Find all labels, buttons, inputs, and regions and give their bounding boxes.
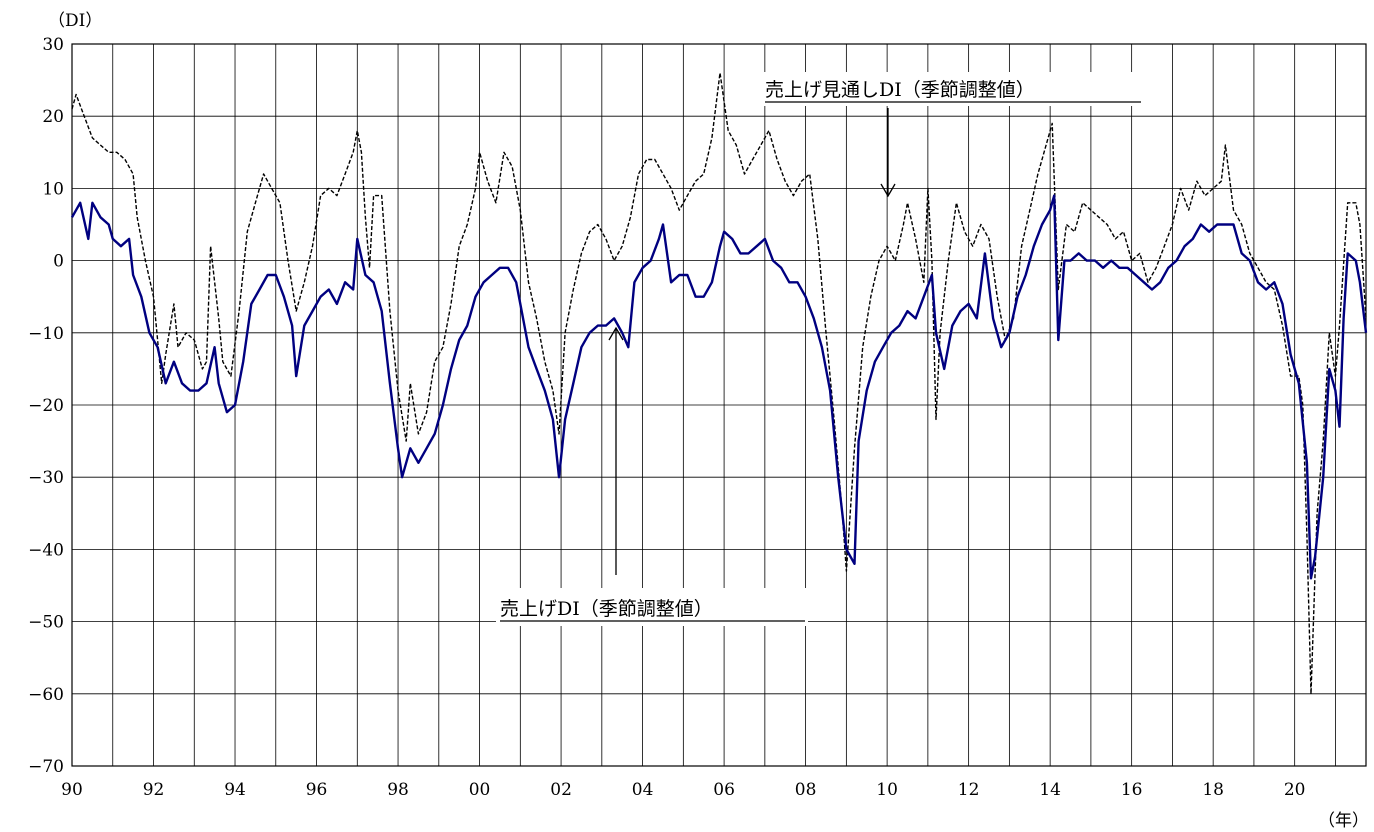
y-tick-label: 0 bbox=[53, 252, 64, 272]
x-axis-label: （年） bbox=[1318, 811, 1369, 831]
annotation-sales-di: 売上げDI（季節調整値） bbox=[500, 598, 713, 620]
x-tick-label: 92 bbox=[143, 780, 165, 800]
x-tick-label: 12 bbox=[958, 780, 980, 800]
y-tick-label: −20 bbox=[28, 396, 64, 416]
x-tick-label: 18 bbox=[1202, 780, 1224, 800]
x-tick-label: 14 bbox=[1039, 780, 1061, 800]
series-layer bbox=[70, 72, 1368, 695]
series-line-sales-di bbox=[70, 194, 1368, 580]
annotation-arrowhead bbox=[608, 326, 624, 341]
x-tick-label: 20 bbox=[1284, 780, 1306, 800]
x-tick-label: 00 bbox=[469, 780, 491, 800]
annotation-background bbox=[758, 72, 1144, 106]
y-tick-label: −10 bbox=[28, 324, 64, 344]
x-tick-label: 96 bbox=[306, 780, 328, 800]
y-tick-label: −60 bbox=[28, 685, 64, 705]
y-tick-label: −30 bbox=[28, 468, 64, 488]
y-tick-label: −70 bbox=[28, 757, 64, 777]
x-tick-label: 98 bbox=[387, 780, 409, 800]
y-tick-label: 20 bbox=[42, 107, 64, 127]
annotation-background bbox=[496, 588, 808, 626]
x-tick-label: 90 bbox=[61, 780, 83, 800]
y-axis-label: （DI） bbox=[48, 11, 102, 31]
y-tick-label: −50 bbox=[28, 613, 64, 633]
y-tick-label: 10 bbox=[42, 179, 64, 199]
x-tick-label: 02 bbox=[550, 780, 572, 800]
grid bbox=[71, 43, 1367, 767]
x-tick-label: 16 bbox=[1121, 780, 1143, 800]
y-tick-label: 30 bbox=[42, 35, 64, 55]
series-line-sales-forecast-di bbox=[71, 72, 1367, 695]
tick-labels: 30 20 10 0 −10 −20 −30 −40 −50 −60 −70 90 92 94 96 98 00… bbox=[28, 35, 1305, 800]
x-tick-label: 94 bbox=[224, 780, 246, 800]
x-tick-label: 10 bbox=[876, 780, 898, 800]
annotation-layer: 売上げ見通しDI（季節調整値） 売上げDI（季節調整値） bbox=[496, 72, 1144, 626]
annotation-arrowhead bbox=[880, 183, 896, 198]
x-tick-label: 08 bbox=[795, 780, 817, 800]
annotation-sales-forecast-di: 売上げ見通しDI（季節調整値） bbox=[765, 79, 1035, 101]
x-tick-label: 04 bbox=[632, 780, 654, 800]
x-tick-label: 06 bbox=[713, 780, 735, 800]
y-tick-label: −40 bbox=[28, 540, 64, 560]
